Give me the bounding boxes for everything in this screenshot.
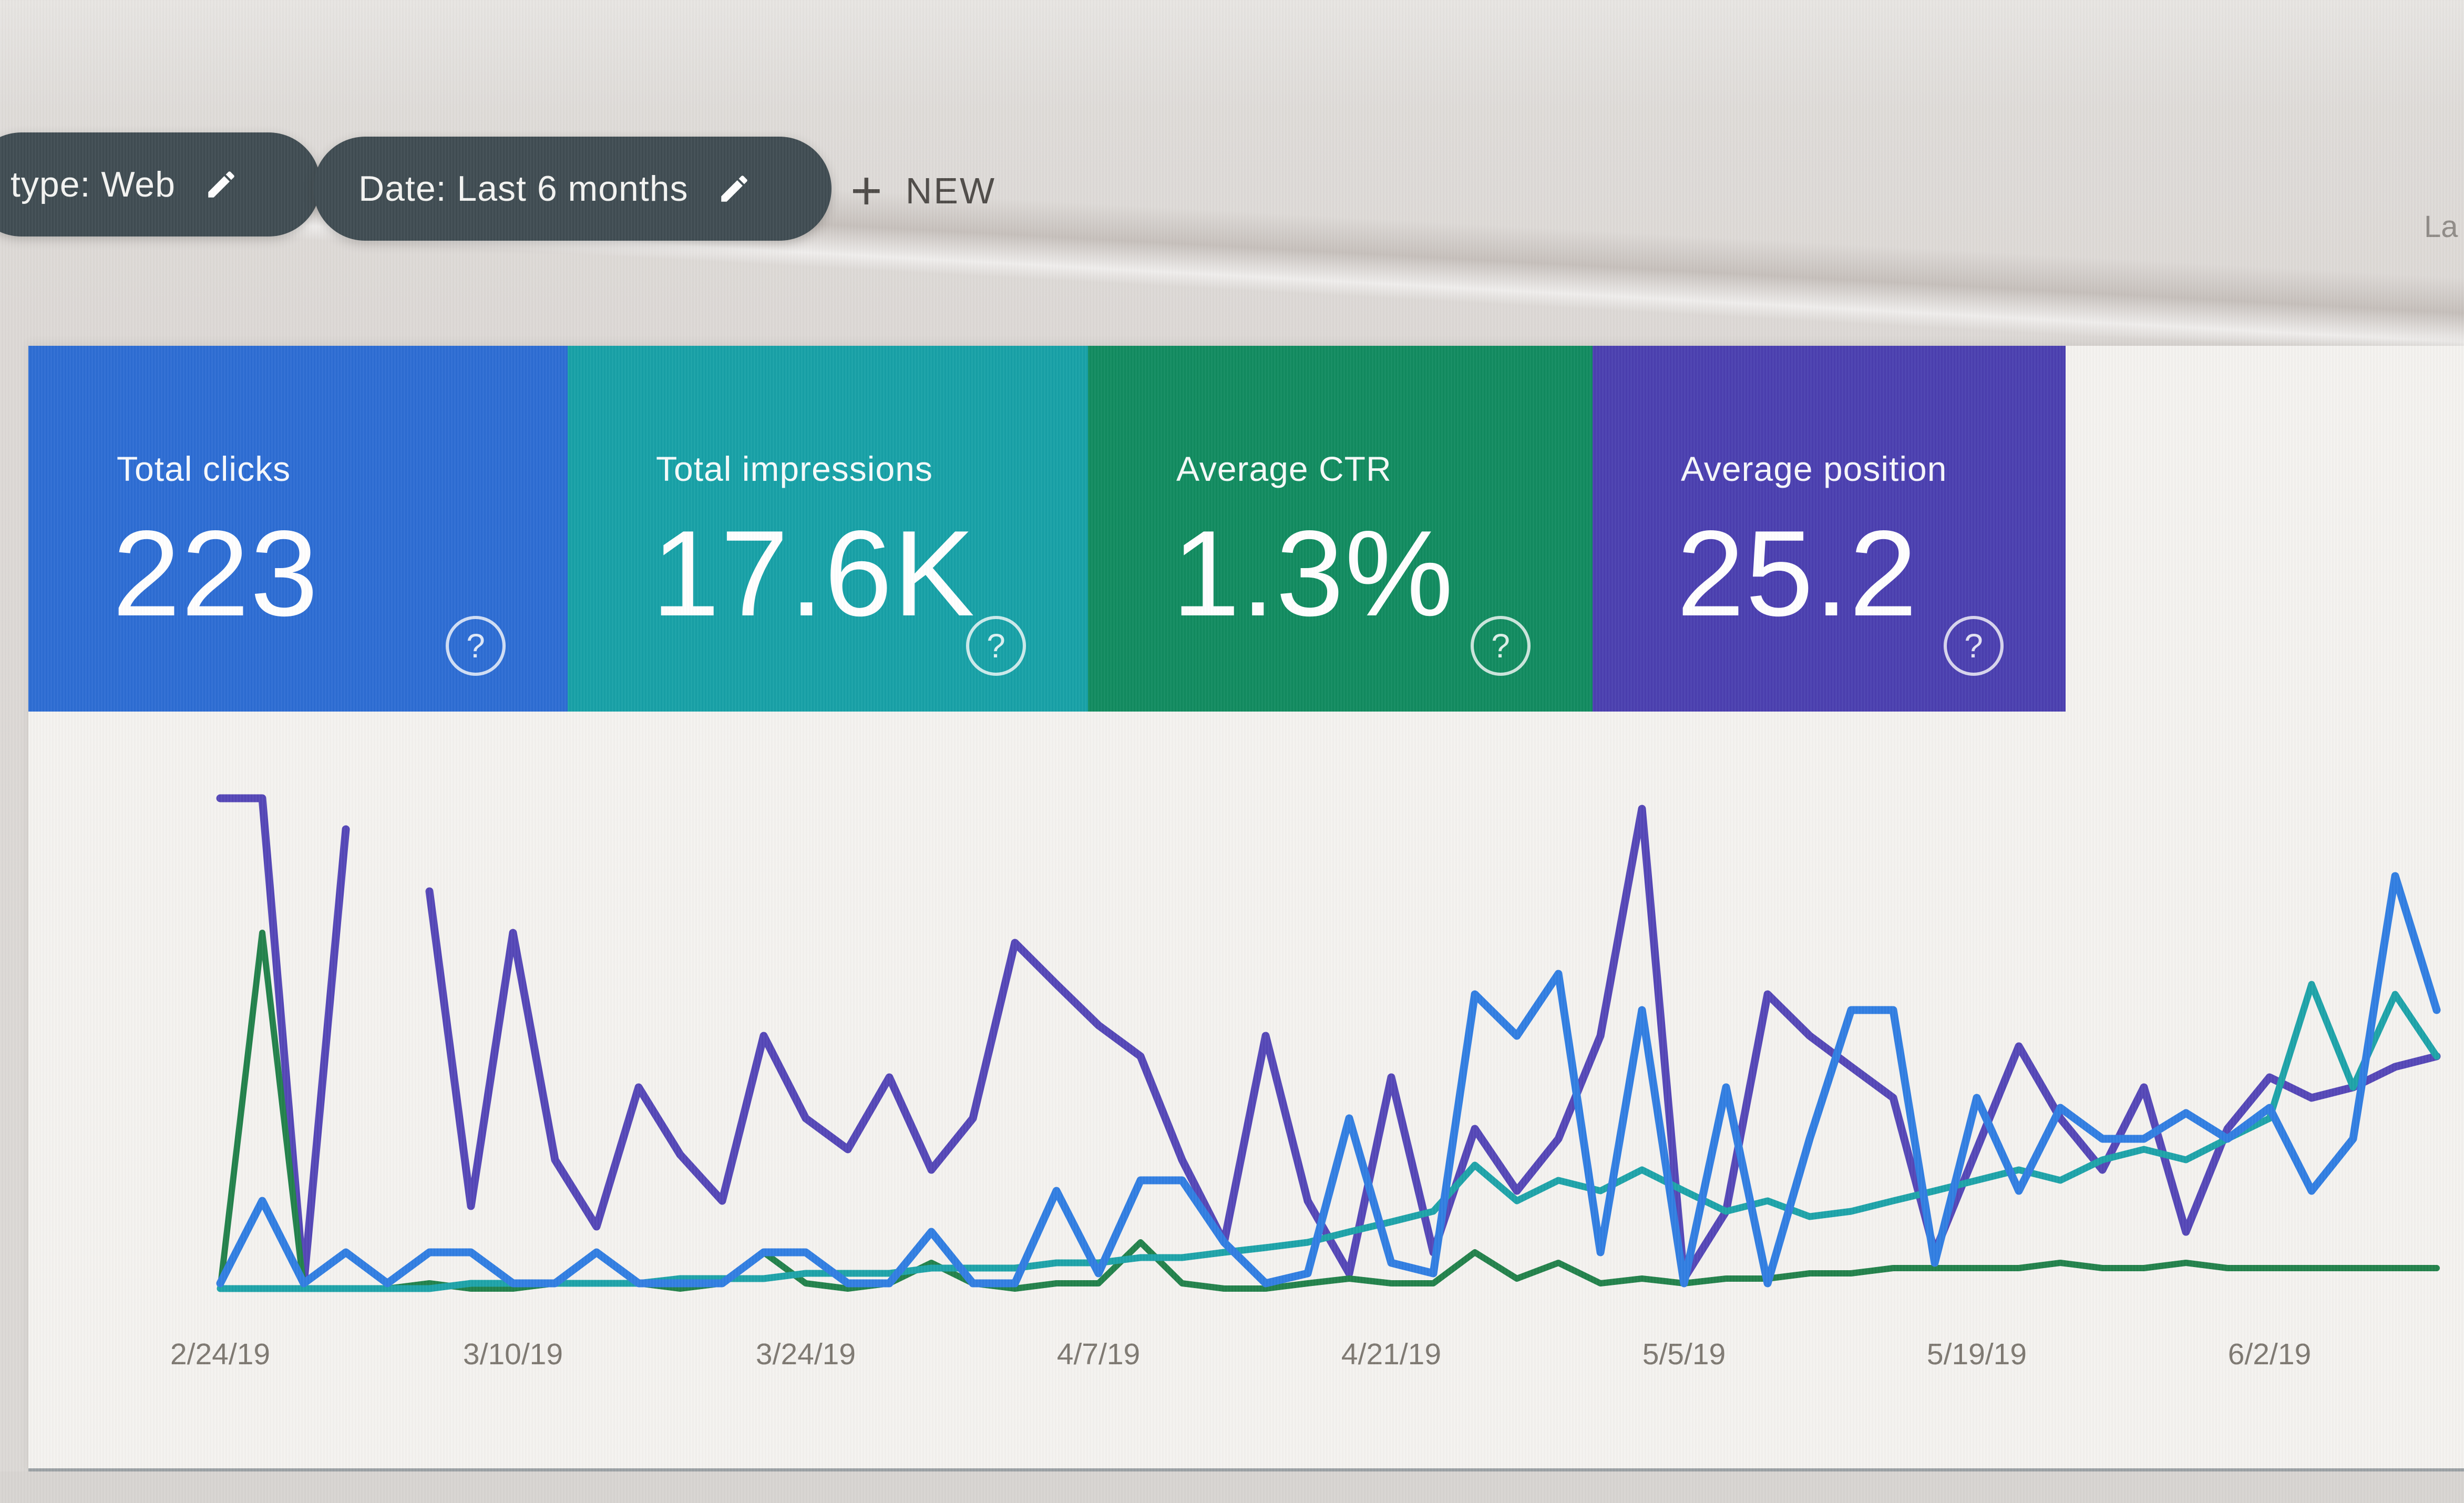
metric-card-total-clicks[interactable]: Total clicks 223 ? <box>28 346 568 712</box>
metric-card-average-ctr[interactable]: Average CTR 1.3% ? <box>1088 346 1593 712</box>
pencil-icon <box>717 171 752 206</box>
series-line-position <box>216 794 350 1288</box>
x-axis-label: 4/7/19 <box>1057 1337 1140 1371</box>
date-range-chip-label: Date: Last 6 months <box>358 169 689 209</box>
help-icon[interactable]: ? <box>446 616 506 676</box>
help-icon[interactable]: ? <box>1471 616 1531 676</box>
metric-label: Average CTR <box>1176 449 1392 488</box>
question-mark: ? <box>466 627 485 665</box>
metric-label: Total clicks <box>117 449 291 488</box>
date-range-chip[interactable]: Date: Last 6 months <box>313 137 831 241</box>
metric-value: 223 <box>112 506 320 642</box>
metric-card-average-position[interactable]: Average position 25.2 ? <box>1593 346 2066 712</box>
performance-panel: Total clicks 223 ? Total impressions 17.… <box>28 346 2464 1471</box>
series-line-clicks <box>216 872 2441 1288</box>
search-type-chip-label: type: Web <box>11 164 176 204</box>
new-filter-button[interactable]: + NEW <box>850 151 996 230</box>
plus-icon: + <box>850 160 882 221</box>
filter-toolbar: type: Web Date: Last 6 months + NEW La <box>0 0 2464 336</box>
x-axis-label: 5/19/19 <box>1927 1337 2027 1371</box>
x-axis-label: 3/24/19 <box>756 1337 856 1371</box>
search-type-chip[interactable]: type: Web <box>0 132 321 236</box>
metric-value: 1.3% <box>1172 506 1454 642</box>
x-axis-label: 5/5/19 <box>1642 1337 1726 1371</box>
question-mark: ? <box>1491 627 1510 665</box>
screen-bottom-band <box>0 1471 2464 1503</box>
metric-cards-row: Total clicks 223 ? Total impressions 17.… <box>28 346 2464 712</box>
x-axis-label: 3/10/19 <box>463 1337 563 1371</box>
x-axis-label: 6/2/19 <box>2228 1337 2311 1371</box>
x-axis-label: 2/24/19 <box>170 1337 270 1371</box>
metric-value: 17.6K <box>652 506 976 642</box>
partial-text-top-right: La <box>2424 210 2458 244</box>
help-icon[interactable]: ? <box>966 616 1026 676</box>
question-mark: ? <box>987 627 1005 665</box>
metric-label: Total impressions <box>656 449 933 488</box>
question-mark: ? <box>1964 627 1983 665</box>
x-axis-label: 4/21/19 <box>1341 1337 1441 1371</box>
metric-value: 25.2 <box>1677 506 1918 642</box>
metric-card-total-impressions[interactable]: Total impressions 17.6K ? <box>568 346 1088 712</box>
metric-label: Average position <box>1681 449 1947 488</box>
help-icon[interactable]: ? <box>1944 616 2004 676</box>
new-filter-label: NEW <box>905 170 997 211</box>
pencil-icon <box>204 167 239 202</box>
series-line-impressions <box>217 981 2440 1292</box>
